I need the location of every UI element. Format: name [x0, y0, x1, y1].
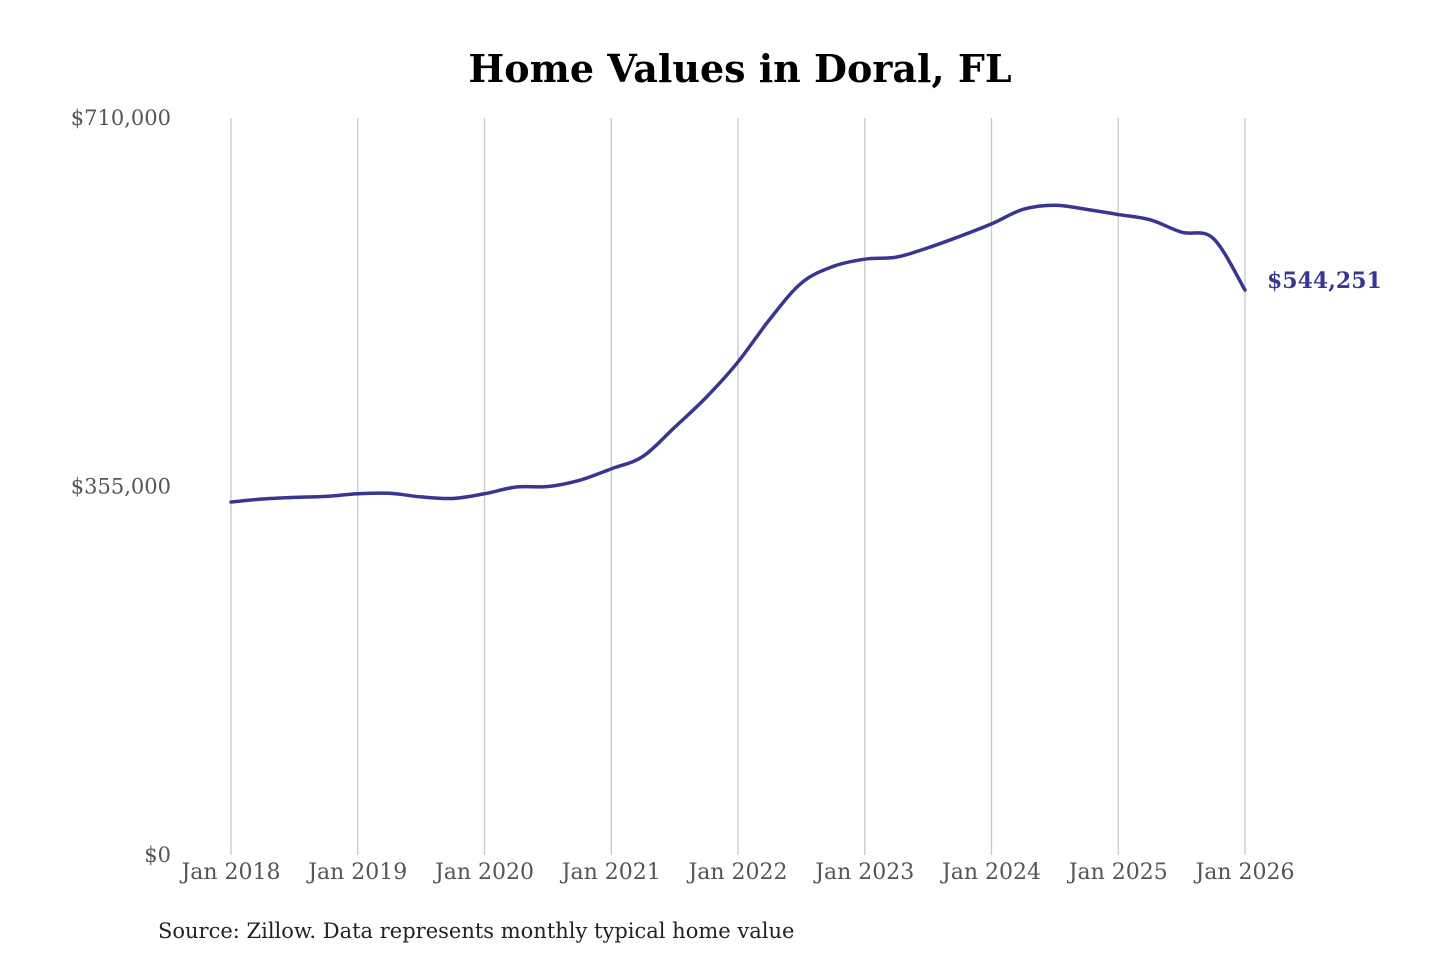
x-axis-ticks: Jan 2018 Jan 2019 Jan 2020 Jan 2021 Jan 2022…: [179, 860, 1294, 885]
chart-title: Home Values in Doral, FL: [468, 46, 1011, 91]
y-axis-ticks: $710,000 $355,000 $0: [71, 106, 171, 867]
y-tick-label: $710,000: [71, 106, 171, 130]
x-tick-label: Jan 2018: [179, 860, 280, 885]
x-tick-label: Jan 2025: [1067, 860, 1168, 885]
x-tick-label: Jan 2026: [1193, 860, 1294, 885]
x-tick-label: Jan 2021: [560, 860, 661, 885]
y-tick-label: $0: [144, 843, 171, 867]
source-note: Source: Zillow. Data represents monthly …: [158, 919, 794, 943]
y-tick-label: $355,000: [71, 475, 171, 499]
x-tick-label: Jan 2023: [813, 860, 914, 885]
x-tick-label: Jan 2022: [686, 860, 787, 885]
x-tick-label: Jan 2020: [433, 860, 534, 885]
latest-value-label: $544,251: [1267, 268, 1382, 294]
grid-lines: [230, 118, 1246, 855]
x-tick-label: Jan 2024: [940, 860, 1041, 885]
home-value-line: [229, 203, 1247, 504]
x-tick-label: Jan 2019: [306, 860, 407, 885]
